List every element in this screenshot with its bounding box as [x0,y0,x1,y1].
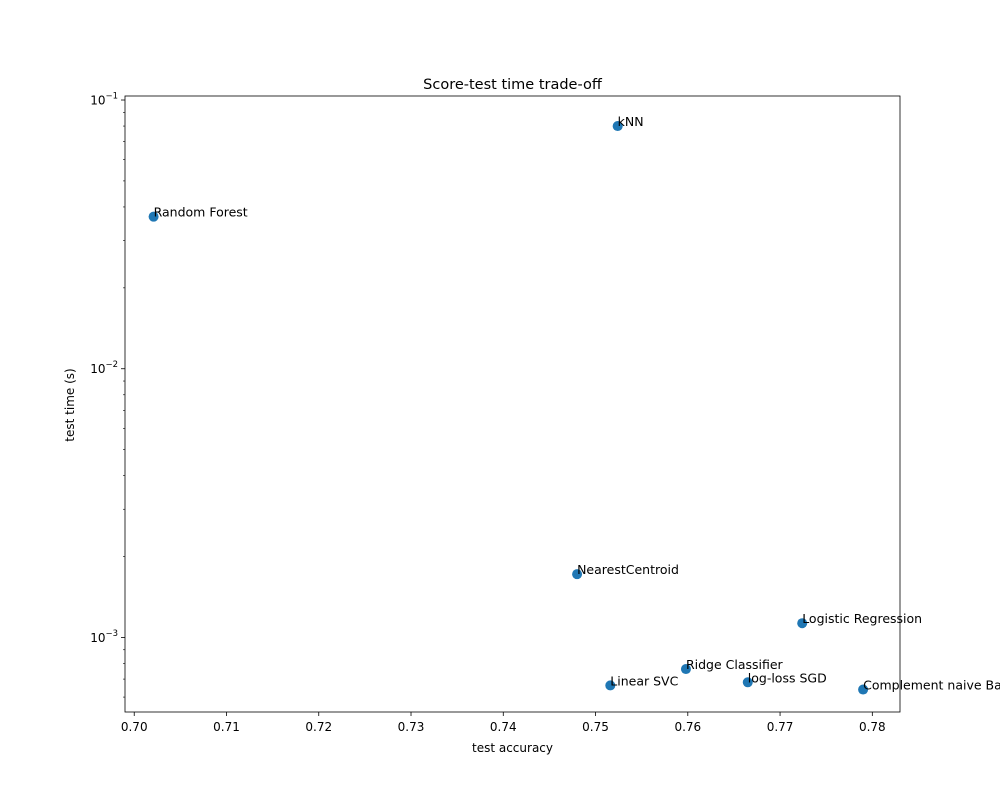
x-tick-label: 0.78 [859,720,886,734]
data-point [612,121,623,132]
y-tick-label-base: 10 [90,362,105,376]
x-tick-label: 0.75 [582,720,609,734]
y-tick-label-base: 10 [90,631,105,645]
chart-title: Score-test time trade-off [423,77,603,93]
x-tick-label: 0.70 [121,720,148,734]
y-tick-label: 10−1 [90,92,118,108]
y-tick-label: 10−3 [90,629,118,645]
data-point-labels: kNN Random Forest NearestCentroid Logistic … [154,114,1000,692]
data-point-label: Random Forest [154,205,248,220]
data-point-label: Complement naive Bayes [863,678,1000,693]
y-tick-label-exponent: −1 [105,92,118,102]
data-point-label: log-loss SGD [748,670,827,685]
x-tick-label: 0.72 [305,720,332,734]
x-tick-label: 0.77 [767,720,794,734]
x-tick-label: 0.71 [213,720,240,734]
y-tick-label: 10−2 [90,360,118,376]
data-point [148,211,159,222]
y-tick-label-exponent: −3 [105,629,118,639]
data-point [680,664,691,675]
x-axis-label: test accuracy [472,741,553,755]
x-tick-label: 0.73 [398,720,425,734]
data-point [572,569,583,580]
y-tick-label-exponent: −2 [105,360,118,370]
x-axis-ticks: 0.70 0.71 0.72 0.73 0.74 0.75 0.76 0.77 0.78 [121,712,886,734]
data-points [148,121,869,695]
data-point [742,677,753,688]
data-point [858,684,869,695]
x-tick-label: 0.76 [674,720,701,734]
data-point-label: NearestCentroid [577,562,679,577]
plot-area-frame [124,95,901,713]
y-axis-label: test time (s) [63,368,77,441]
y-tick-label-base: 10 [90,94,105,108]
data-point-label: kNN [618,114,644,129]
x-tick-label: 0.74 [490,720,517,734]
data-point [797,618,808,629]
data-point-label: Linear SVC [610,673,678,688]
data-point-label: Ridge Classifier [686,657,784,672]
data-point [605,680,616,691]
y-axis-ticks: 10−110−210−3 [90,92,125,698]
data-point-label: Logistic Regression [802,611,922,626]
